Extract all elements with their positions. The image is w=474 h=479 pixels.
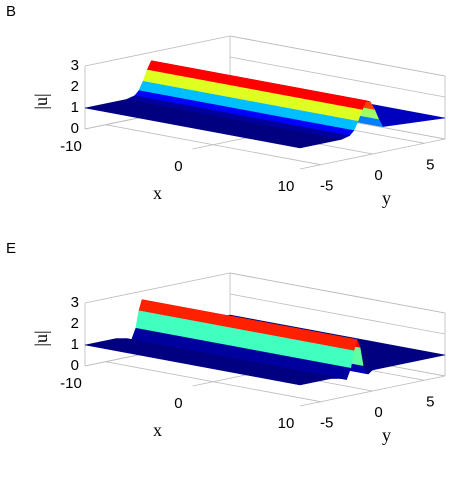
z-axis-label: |u| <box>31 330 51 346</box>
z-tick-label: 0 <box>71 120 79 137</box>
y-tick-label: 0 <box>374 404 382 421</box>
z-axis-label: |u| <box>31 93 51 109</box>
x-axis-label: x <box>153 183 162 203</box>
surface-strip <box>84 338 332 386</box>
axis-box <box>84 272 231 304</box>
z-tick-label: 2 <box>71 78 79 95</box>
z-tick-label: 1 <box>71 99 79 116</box>
y-axis-label: y <box>382 188 391 208</box>
y-tick-label: 5 <box>426 156 434 173</box>
y-tick-label: 5 <box>426 393 434 410</box>
grid-line <box>105 361 321 403</box>
grid-line <box>105 124 321 166</box>
x-tick-label: -10 <box>60 375 82 392</box>
surface-strip <box>84 99 342 149</box>
x-tick-label: 10 <box>278 415 295 432</box>
x-tick-label: 0 <box>174 158 182 175</box>
z-tick-label: 3 <box>71 57 79 74</box>
grid-line <box>229 35 446 77</box>
z-tick-label: 2 <box>71 315 79 332</box>
panel-label: B <box>6 3 16 20</box>
grid-line <box>229 56 446 98</box>
z-tick-label: 0 <box>71 357 79 374</box>
x-axis-label: x <box>153 420 162 440</box>
axis-box <box>84 35 231 67</box>
y-tick-label: -5 <box>320 415 333 432</box>
grid-line <box>229 272 446 314</box>
x-tick-label: -10 <box>60 138 82 155</box>
z-tick-label: 1 <box>71 336 79 353</box>
y-tick-label: -5 <box>320 178 333 195</box>
y-tick-label: 0 <box>374 167 382 184</box>
x-tick-label: 0 <box>174 395 182 412</box>
y-axis-label: y <box>382 425 391 445</box>
z-tick-label: 3 <box>71 294 79 311</box>
panel-label: E <box>6 240 16 257</box>
x-tick-label: 10 <box>278 178 295 195</box>
grid-line <box>229 293 446 335</box>
